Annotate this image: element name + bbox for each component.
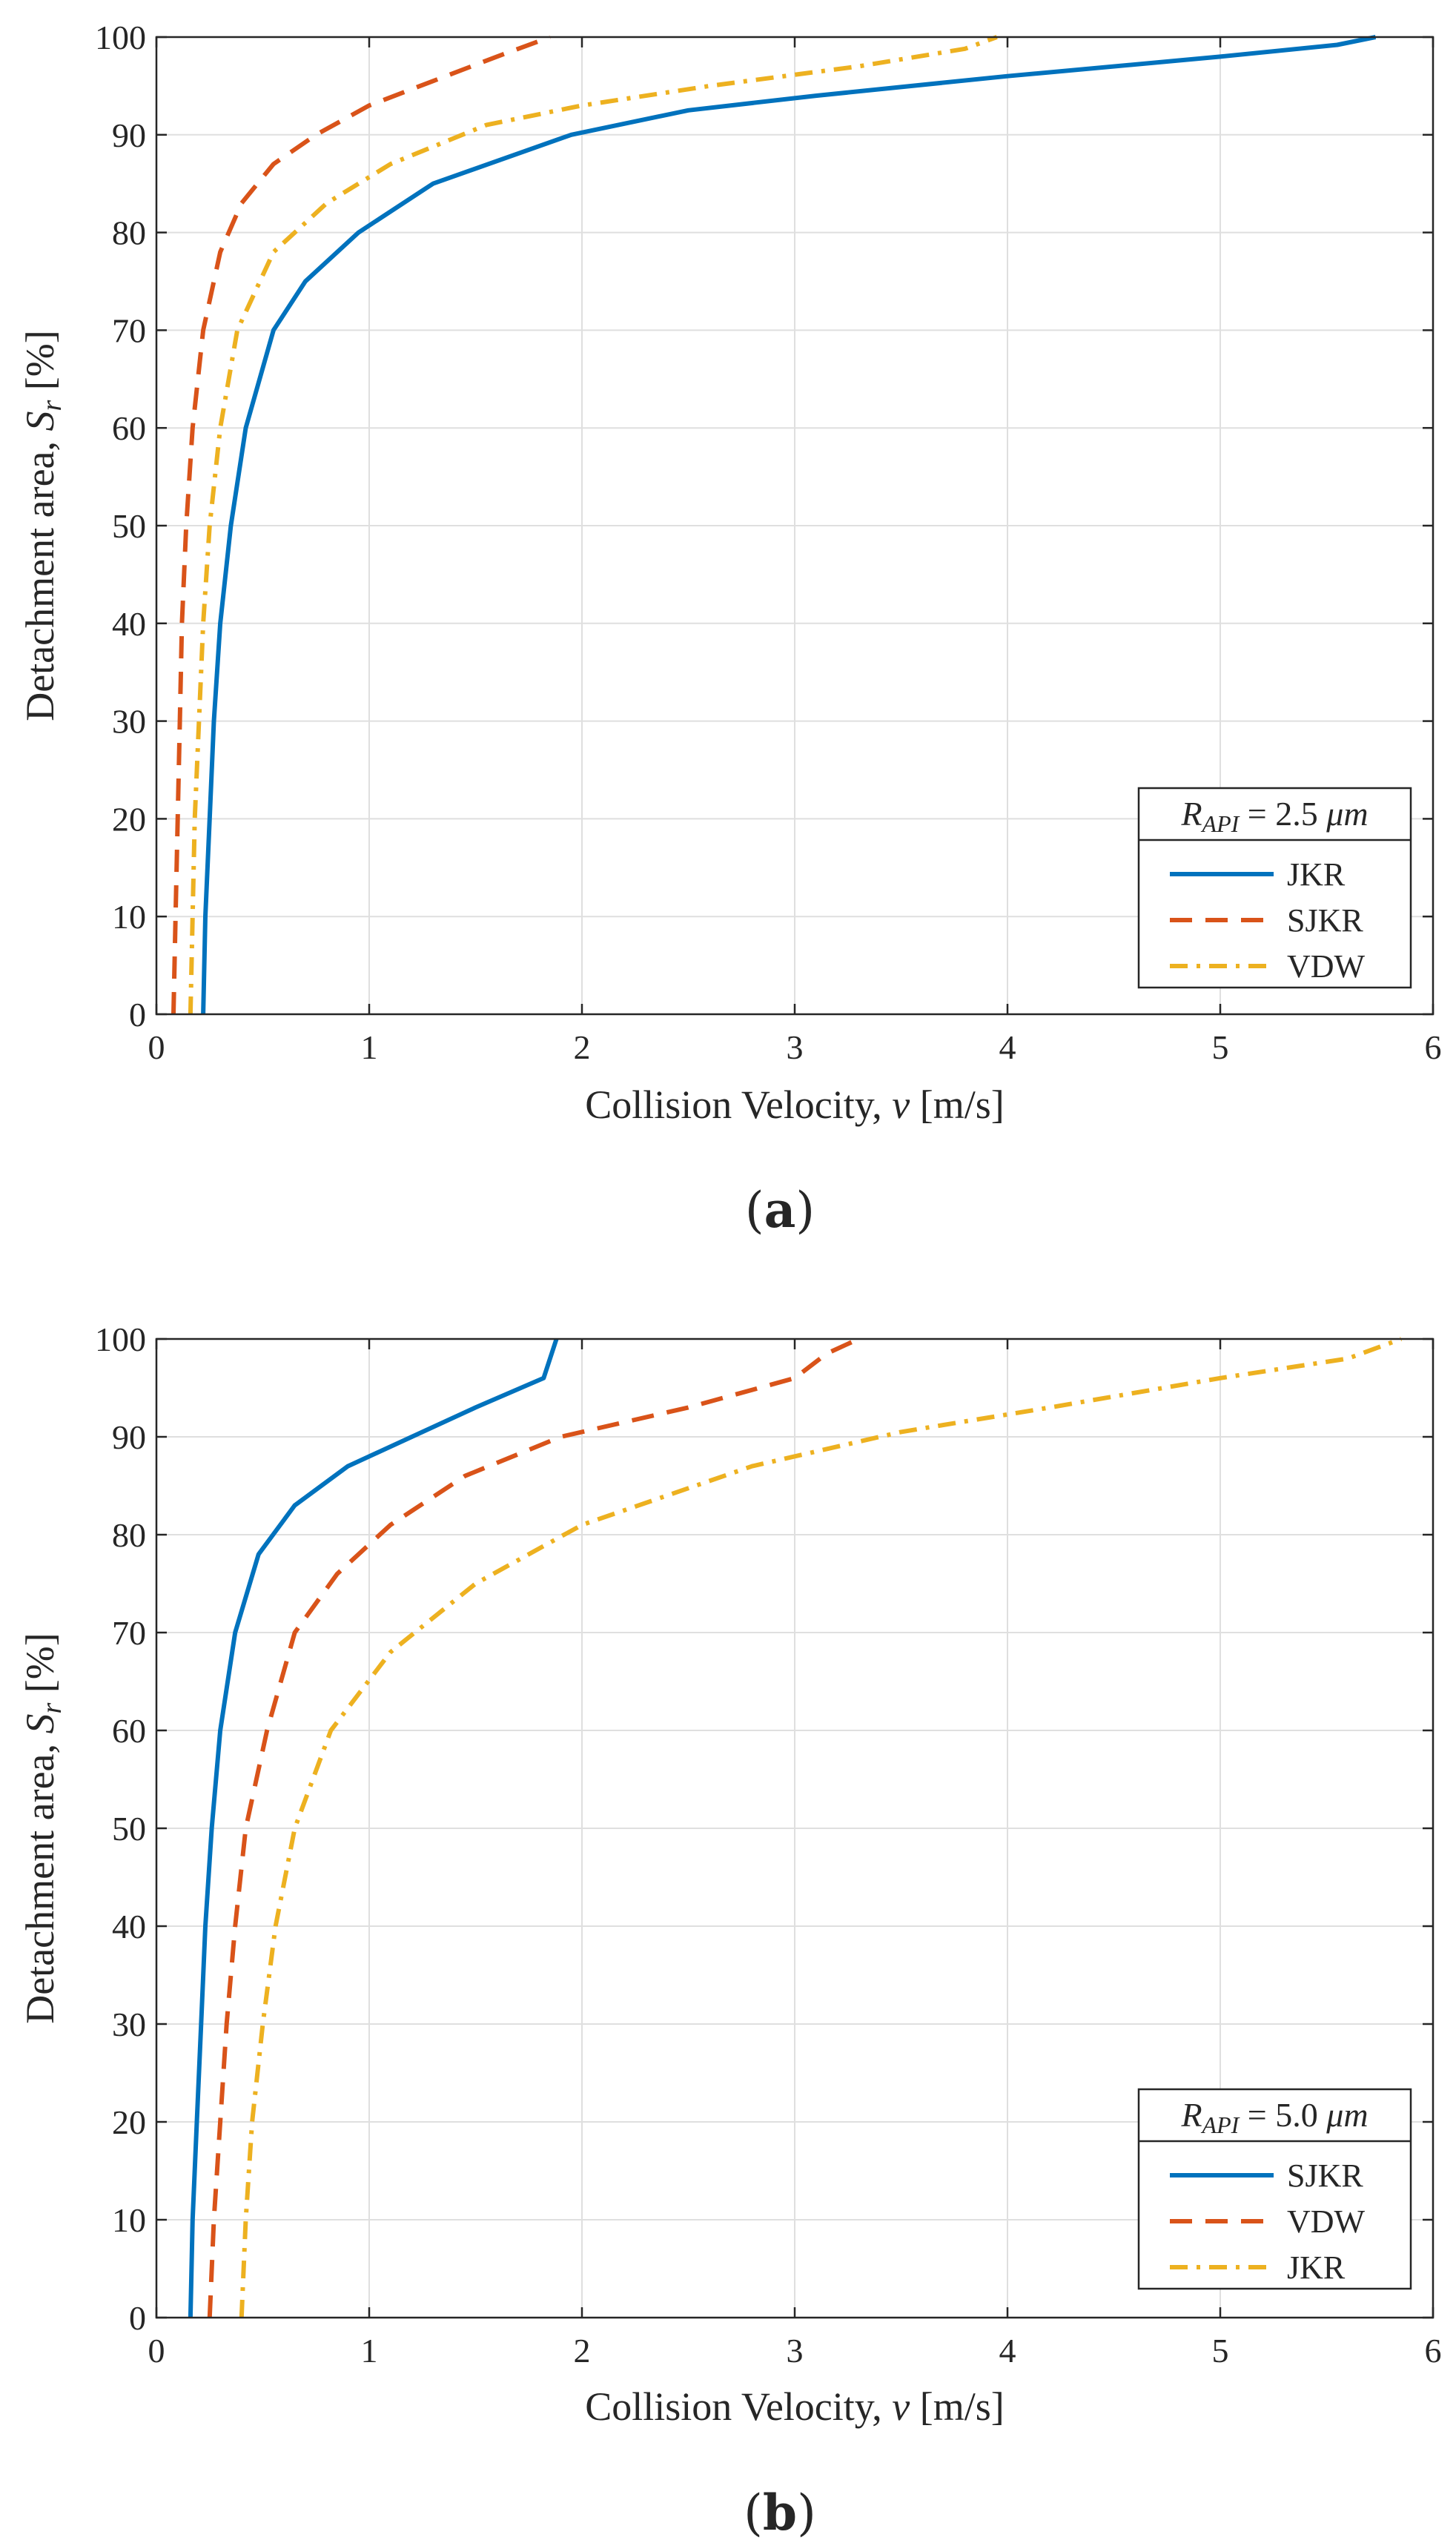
x-tick-label: 1 — [361, 1028, 378, 1066]
y-tick-label: 100 — [95, 1320, 146, 1358]
y-tick-label: 50 — [112, 1810, 146, 1848]
legend-box — [1137, 2088, 1412, 2290]
y-tick-label: 90 — [112, 116, 146, 154]
x-tick-label: 4 — [999, 1028, 1016, 1066]
legend-label-jkr: JKR — [1287, 856, 1346, 893]
x-tick-label: 6 — [1425, 1028, 1442, 1066]
y-tick-label: 60 — [112, 1712, 146, 1750]
legend-title: RAPI = 5.0 μm — [1180, 2096, 1368, 2138]
series-group — [188, 1337, 1403, 2318]
series-line-jkr — [201, 35, 1377, 1015]
y-tick-label: 90 — [112, 1418, 146, 1456]
y-tick-label: 40 — [112, 1908, 146, 1945]
legend-label-vdw: VDW — [1287, 2203, 1366, 2240]
y-tick-label: 70 — [112, 1614, 146, 1652]
x-tick-label: 3 — [787, 1028, 804, 1066]
x-tick-label: 6 — [1425, 2332, 1442, 2370]
legend-label-vdw: VDW — [1287, 948, 1366, 985]
y-tick-label: 100 — [95, 19, 146, 56]
y-axis-title: Detachment area, Sr [%] — [18, 1633, 67, 2024]
y-tick-label: 30 — [112, 703, 146, 741]
panel-label: (b) — [744, 2484, 816, 2542]
x-tick-label: 0 — [148, 1028, 165, 1066]
x-tick-label: 4 — [999, 2332, 1016, 2370]
y-tick-label: 0 — [129, 996, 146, 1034]
y-tick-label: 10 — [112, 898, 146, 936]
series-line-vdw — [207, 1337, 860, 2318]
y-tick-label: 20 — [112, 2103, 146, 2141]
x-tick-label: 5 — [1212, 2332, 1229, 2370]
legend: RAPI = 5.0 μm SJKR VDW JKR — [1137, 2088, 1412, 2290]
y-tick-label: 80 — [112, 1516, 146, 1554]
legend-label-jkr: JKR — [1287, 2249, 1346, 2286]
y-tick-label: 60 — [112, 409, 146, 447]
x-axis-title: Collision Velocity, v [m/s] — [585, 2384, 1005, 2429]
y-tick-label: 20 — [112, 800, 146, 838]
x-axis-title: Collision Velocity, v [m/s] — [585, 1082, 1005, 1127]
series-line-sjkr — [171, 35, 552, 1015]
x-tick-label: 5 — [1212, 1028, 1229, 1066]
series-line-sjkr — [188, 1338, 559, 2318]
panel-label: (a) — [745, 1181, 815, 1239]
y-tick-label: 70 — [112, 311, 146, 349]
y-tick-label: 40 — [112, 605, 146, 643]
y-axis-title: Detachment area, Sr [%] — [18, 330, 67, 721]
x-tick-label: 2 — [574, 2332, 591, 2370]
legend-label-sjkr: SJKR — [1287, 2157, 1363, 2194]
x-tick-label: 0 — [148, 2332, 165, 2370]
legend-box — [1137, 787, 1412, 989]
y-tick-label: 50 — [112, 507, 146, 545]
legend: RAPI = 2.5 μm JKR SJKR VDW — [1137, 787, 1412, 989]
x-tick-label: 1 — [361, 2332, 378, 2370]
x-tick-label: 2 — [574, 1028, 591, 1066]
legend-title: RAPI = 2.5 μm — [1180, 795, 1368, 837]
y-tick-label: 10 — [112, 2201, 146, 2239]
y-tick-label: 80 — [112, 214, 146, 252]
series-line-jkr — [239, 1337, 1403, 2318]
x-tick-label: 3 — [787, 2332, 804, 2370]
y-tick-label: 30 — [112, 2005, 146, 2043]
legend-label-sjkr: SJKR — [1287, 902, 1363, 939]
y-tick-label: 0 — [129, 2299, 146, 2337]
series-line-vdw — [188, 35, 998, 1015]
series-group — [171, 35, 1377, 1015]
